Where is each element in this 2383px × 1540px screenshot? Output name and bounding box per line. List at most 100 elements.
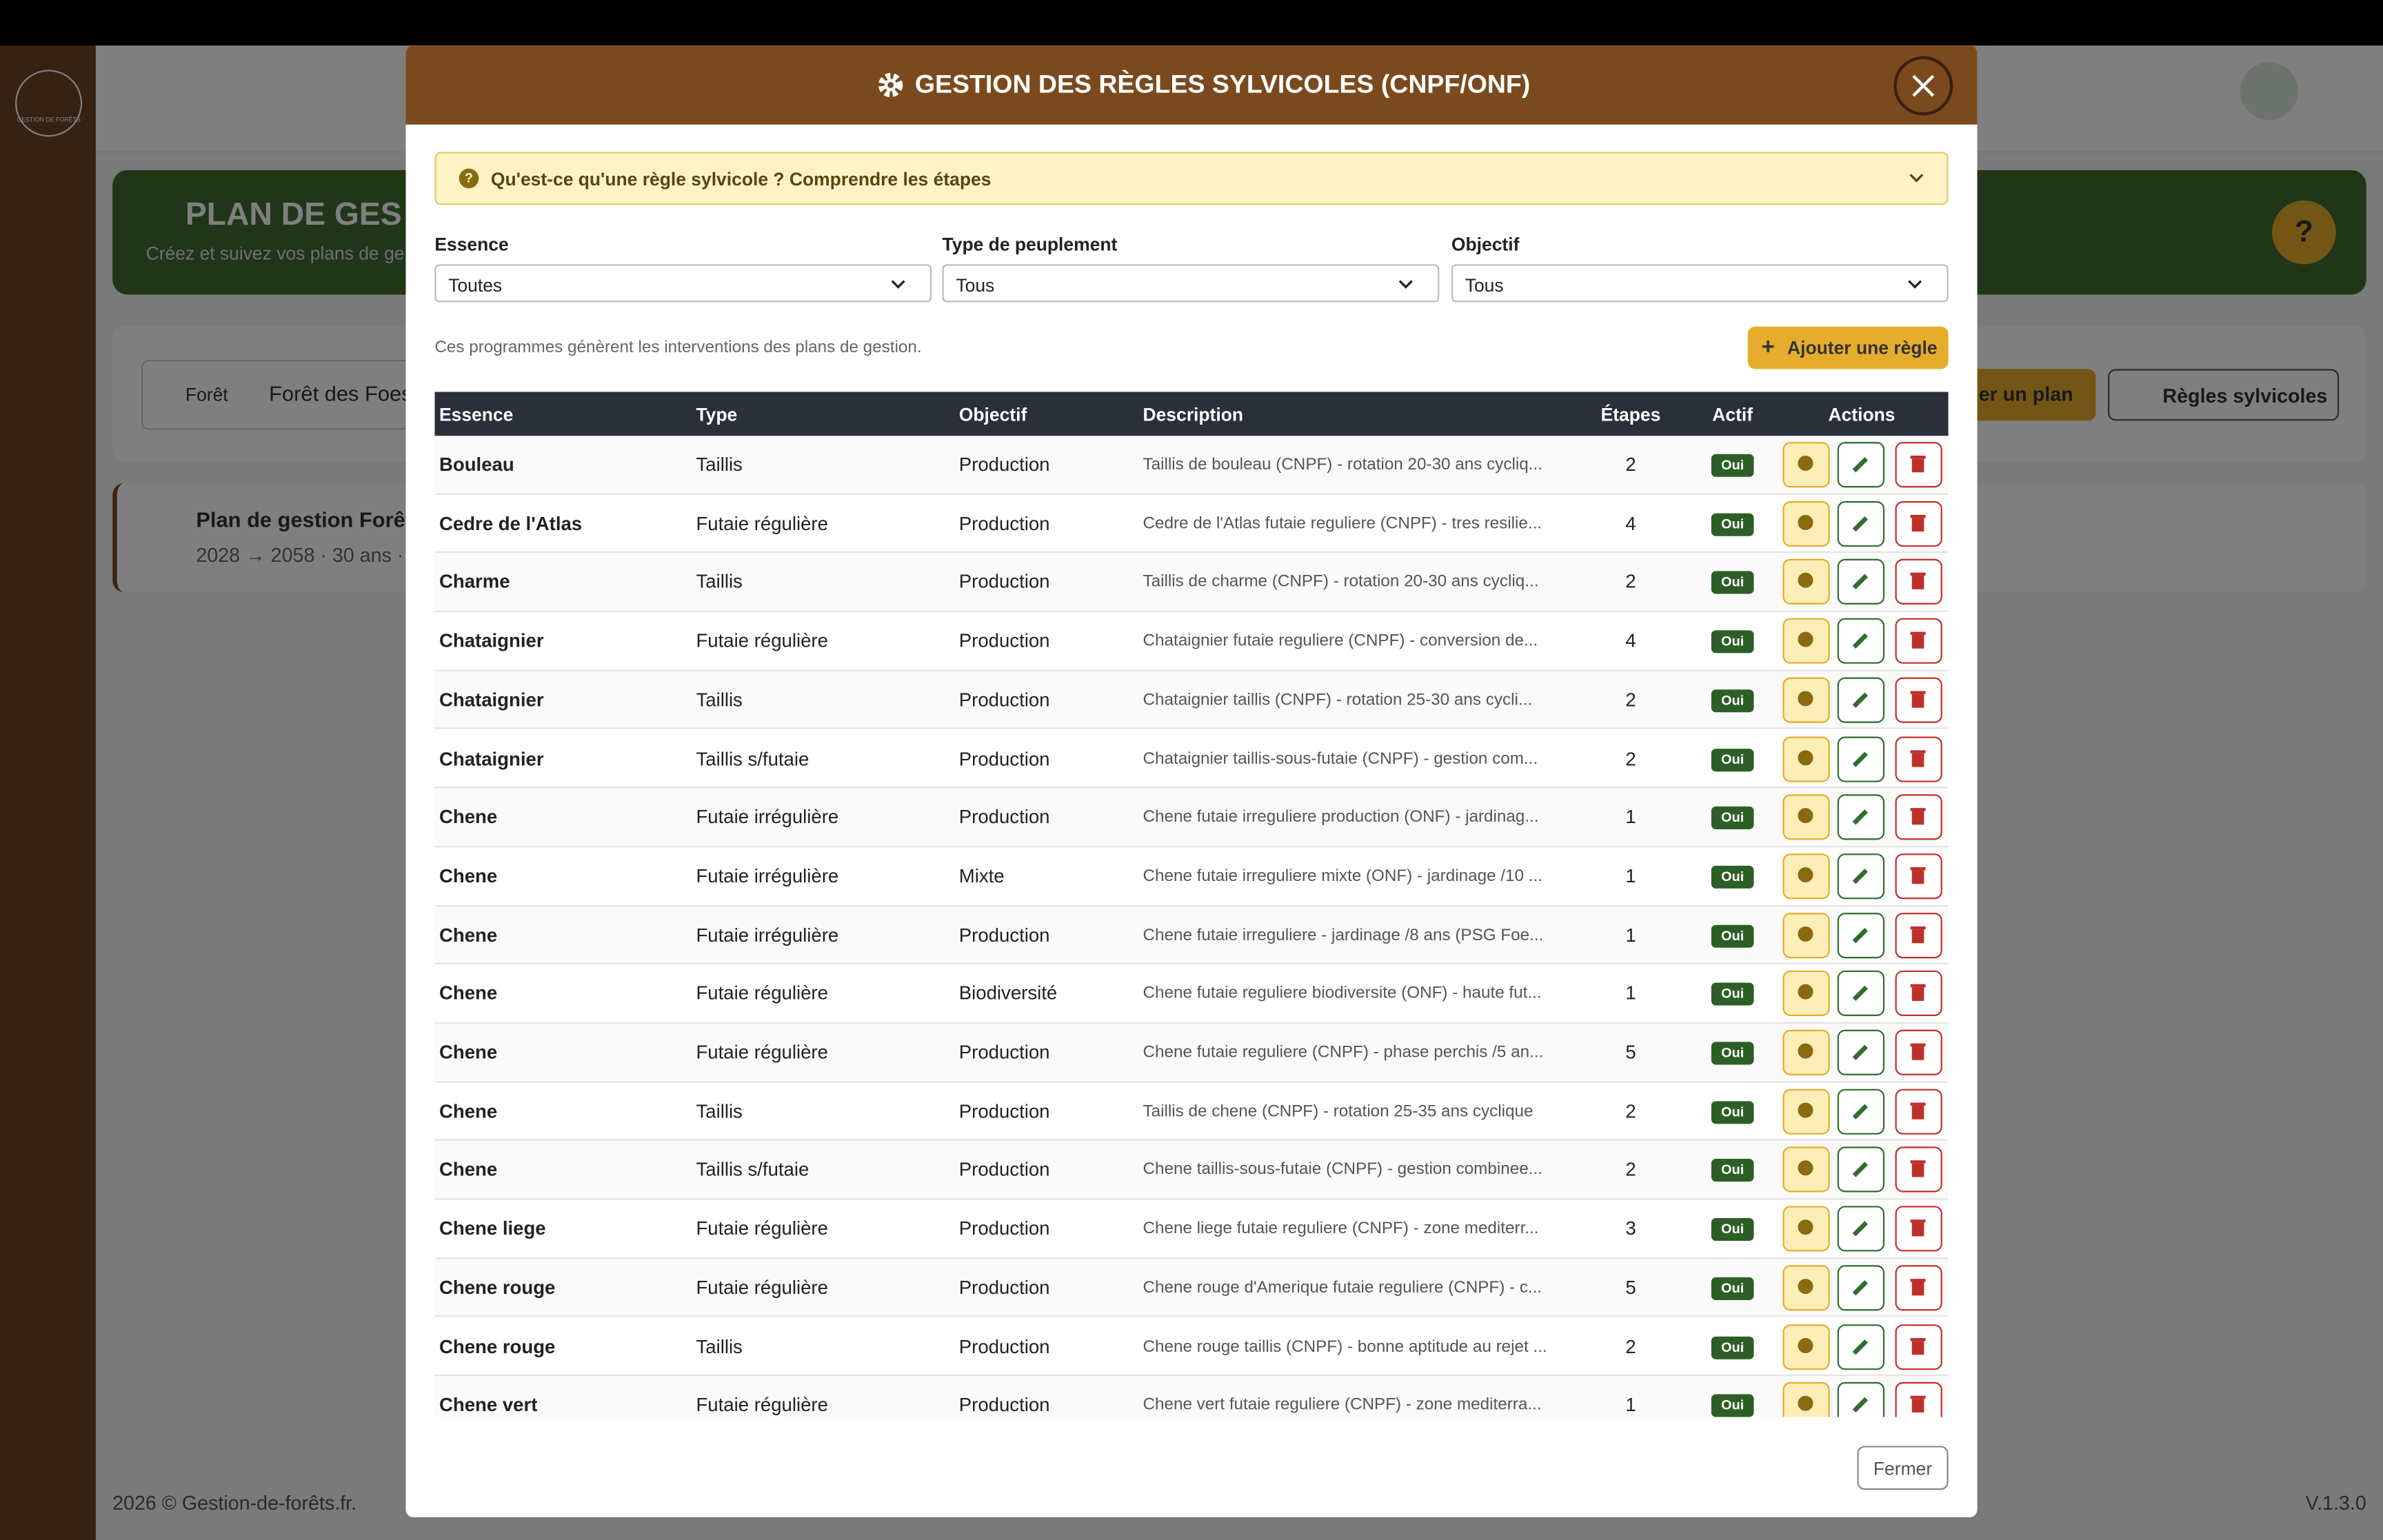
edit-button[interactable] <box>1837 442 1885 488</box>
delete-button[interactable] <box>1895 912 1942 958</box>
info-button[interactable] <box>1782 618 1830 665</box>
delete-button[interactable] <box>1895 1147 1942 1193</box>
cell-type: Futaie régulière <box>696 1394 828 1416</box>
delete-button[interactable] <box>1895 1206 1942 1252</box>
column-header: Essence <box>439 404 514 425</box>
delete-button[interactable] <box>1895 1264 1942 1310</box>
edit-button[interactable] <box>1837 1147 1885 1193</box>
info-button[interactable] <box>1782 500 1830 547</box>
close-icon <box>1912 74 1935 97</box>
info-button[interactable] <box>1782 853 1830 900</box>
edit-button[interactable] <box>1837 1029 1885 1075</box>
edit-button[interactable] <box>1837 1324 1885 1370</box>
edit-icon <box>1852 457 1868 473</box>
info-button[interactable] <box>1782 677 1830 723</box>
edit-icon <box>1852 1221 1868 1237</box>
info-button[interactable] <box>1782 1029 1830 1075</box>
info-button[interactable] <box>1782 1206 1830 1252</box>
table: Essence Type Objectif Description Étapes Acti… <box>434 392 1949 1417</box>
filter-value: Tous <box>956 274 995 296</box>
close-footer-button[interactable]: Fermer <box>1857 1446 1949 1490</box>
delete-button[interactable] <box>1895 677 1942 723</box>
cell-etapes: 1 <box>1625 983 1636 1004</box>
edit-button[interactable] <box>1837 677 1885 723</box>
chevron <box>1908 280 1922 289</box>
filter-select[interactable]: Toutes <box>434 264 932 303</box>
info-button[interactable] <box>1782 971 1830 1017</box>
table-row: Chene Futaie régulière Biodiversité Chene f… <box>434 964 1949 1024</box>
info-button[interactable] <box>1782 1382 1830 1417</box>
delete-icon <box>1910 1337 1926 1355</box>
edit-button[interactable] <box>1837 912 1885 958</box>
table-row: Chene Taillis s/futaie Production Chene tai… <box>434 1141 1949 1200</box>
edit-button[interactable] <box>1837 500 1885 547</box>
delete-button[interactable] <box>1895 853 1942 900</box>
info-button[interactable] <box>1782 1088 1830 1135</box>
chevron <box>891 280 905 289</box>
delete-button[interactable] <box>1895 618 1942 665</box>
edit-button[interactable] <box>1837 1088 1885 1135</box>
cell-etapes: 1 <box>1625 865 1636 887</box>
filter-label: Essence <box>434 234 509 256</box>
delete-icon <box>1910 1102 1926 1119</box>
top-bar <box>0 0 2383 46</box>
table-row: Chene Futaie irrégulière Mixte Chene futaie… <box>434 847 1949 906</box>
edit-icon <box>1852 1162 1868 1178</box>
cell-etapes: 4 <box>1625 630 1636 652</box>
edit-button[interactable] <box>1837 1382 1885 1417</box>
delete-button[interactable] <box>1895 1382 1942 1417</box>
gear-icon <box>878 72 903 98</box>
edit-button[interactable] <box>1837 971 1885 1017</box>
edit-button[interactable] <box>1837 736 1885 782</box>
cell-etapes: 1 <box>1625 807 1636 829</box>
cell-essence: Chataignier <box>439 689 544 711</box>
info-button[interactable] <box>1782 1324 1830 1370</box>
delete-icon <box>1910 573 1926 590</box>
delete-icon <box>1910 1043 1926 1060</box>
info-button[interactable] <box>1782 736 1830 782</box>
edit-button[interactable] <box>1837 559 1885 605</box>
info-button[interactable] <box>1782 1147 1830 1193</box>
delete-button[interactable] <box>1895 1029 1942 1075</box>
delete-button[interactable] <box>1895 442 1942 488</box>
delete-button[interactable] <box>1895 559 1942 605</box>
cell-essence: Chataignier <box>439 748 544 769</box>
cell-type: Futaie régulière <box>696 1042 828 1064</box>
cell-type: Taillis <box>696 454 743 476</box>
filter-select[interactable]: Tous <box>1451 264 1949 303</box>
delete-button[interactable] <box>1895 1088 1942 1135</box>
info-icon <box>1798 749 1813 765</box>
info-button[interactable] <box>1782 559 1830 605</box>
info-icon <box>1798 1161 1813 1177</box>
cell-type: Taillis <box>696 1100 743 1122</box>
info-button[interactable] <box>1782 794 1830 840</box>
info-button[interactable] <box>1782 1264 1830 1310</box>
edit-icon <box>1852 574 1868 590</box>
edit-button[interactable] <box>1837 794 1885 840</box>
delete-button[interactable] <box>1895 736 1942 782</box>
close-button[interactable] <box>1893 56 1953 116</box>
delete-button[interactable] <box>1895 971 1942 1017</box>
badge-actif: Oui <box>1711 454 1754 477</box>
info-button[interactable] <box>1782 912 1830 958</box>
cell-type: Futaie régulière <box>696 983 828 1004</box>
add-button[interactable]: + Ajouter une règle <box>1747 326 1949 369</box>
cell-essence: Chene <box>439 983 498 1004</box>
edit-button[interactable] <box>1837 853 1885 900</box>
cell-etapes: 2 <box>1625 1100 1636 1122</box>
cell-essence: Cedre de l'Atlas <box>439 512 583 534</box>
info-button[interactable] <box>1782 442 1830 488</box>
cell-etapes: 2 <box>1625 689 1636 711</box>
delete-button[interactable] <box>1895 1324 1942 1370</box>
delete-button[interactable] <box>1895 794 1942 840</box>
edit-button[interactable] <box>1837 1206 1885 1252</box>
info-icon <box>1798 1219 1813 1235</box>
filter-select[interactable]: Tous <box>942 264 1440 303</box>
cell-description: Taillis de bouleau (CNPF) - rotation 20-… <box>1143 455 1542 474</box>
delete-button[interactable] <box>1895 500 1942 547</box>
cell-objectif: Production <box>958 1394 1050 1416</box>
info-box[interactable]: ? Qu'est-ce qu'une règle sylvicole ? Com… <box>434 152 1949 205</box>
edit-button[interactable] <box>1837 618 1885 665</box>
edit-button[interactable] <box>1837 1264 1885 1310</box>
